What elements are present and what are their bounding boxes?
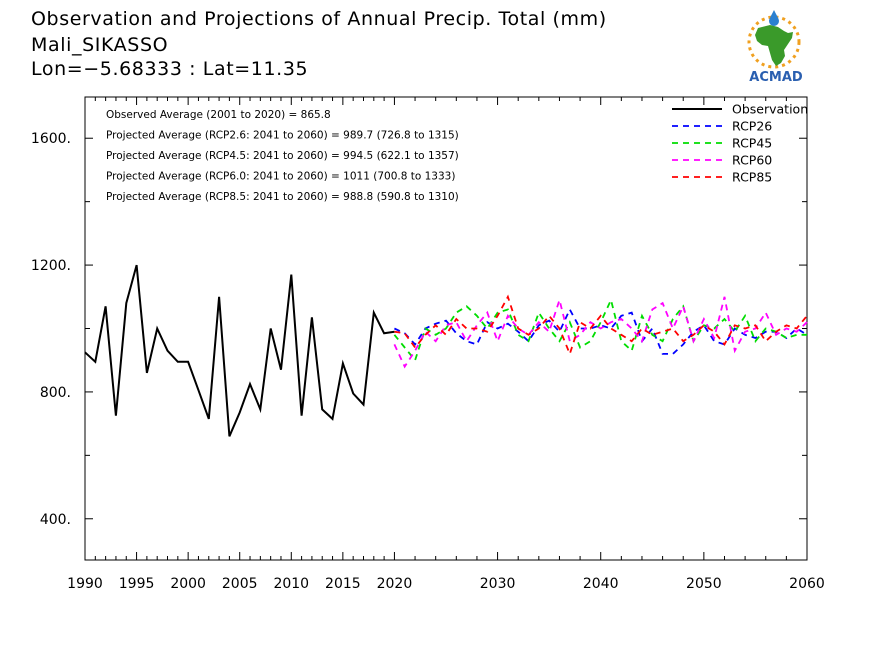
legend-label: RCP85 xyxy=(732,170,772,185)
series-line-rcp45 xyxy=(393,297,807,363)
x-tick-label: 2040 xyxy=(583,576,619,592)
annotation-line: Projected Average (RCP8.5: 2041 to 2060)… xyxy=(106,191,459,203)
acmad-logo-text: ACMAD xyxy=(749,70,803,85)
y-tick-label: 1600. xyxy=(31,131,71,147)
water-drop-icon xyxy=(769,10,779,26)
x-tick-label: 2030 xyxy=(480,576,516,592)
legend-label: RCP26 xyxy=(732,119,772,134)
y-tick-label: 400. xyxy=(40,512,71,528)
x-tick-label: 2005 xyxy=(222,576,258,592)
annotation-block: Observed Average (2001 to 2020) = 865.8 P… xyxy=(106,109,459,203)
legend-label: RCP45 xyxy=(732,136,772,151)
x-tick-label: 2000 xyxy=(170,576,206,592)
x-tick-label: 2050 xyxy=(686,576,722,592)
y-tick-label: 800. xyxy=(40,385,71,401)
chart-title: Observation and Projections of Annual Pr… xyxy=(31,8,607,30)
y-tick-label: 1200. xyxy=(31,258,71,274)
acmad-logo: ACMAD xyxy=(747,10,803,85)
series-line-rcp60 xyxy=(393,296,808,369)
legend-label: Observation xyxy=(732,102,808,117)
legend-label: RCP60 xyxy=(732,153,772,168)
sun-rays-icon xyxy=(747,15,801,69)
coordinates-label: Lon=−5.68333 : Lat=11.35 xyxy=(31,58,309,80)
annotation-line: Projected Average (RCP2.6: 2041 to 2060)… xyxy=(106,130,459,142)
x-tick-label: 2020 xyxy=(377,576,413,592)
annotation-line: Observed Average (2001 to 2020) = 865.8 xyxy=(106,109,331,121)
series-line-rcp26 xyxy=(394,307,808,355)
series-line-observation xyxy=(84,264,395,437)
location-name: Mali_SIKASSO xyxy=(31,34,169,56)
legend: Observation RCP26 RCP45 RCP60 RCP85 xyxy=(672,102,808,185)
x-tick-label: 2015 xyxy=(325,576,361,592)
africa-map-icon xyxy=(755,25,793,66)
x-tick-label: 2060 xyxy=(789,576,825,592)
x-tick-label: 1990 xyxy=(67,576,103,592)
annotation-line: Projected Average (RCP4.5: 2041 to 2060)… xyxy=(106,150,459,162)
tick-labels: 400. 800. 1200. 1600. 1990 1995 2000 2005 2010 20… xyxy=(31,131,825,592)
axes-frame xyxy=(84,96,808,561)
series-layer xyxy=(84,264,808,437)
x-tick-label: 1995 xyxy=(119,576,155,592)
x-tick-label: 2010 xyxy=(273,576,309,592)
series-line-rcp85 xyxy=(394,294,808,357)
annotation-line: Projected Average (RCP6.0: 2041 to 2060)… xyxy=(106,171,455,183)
